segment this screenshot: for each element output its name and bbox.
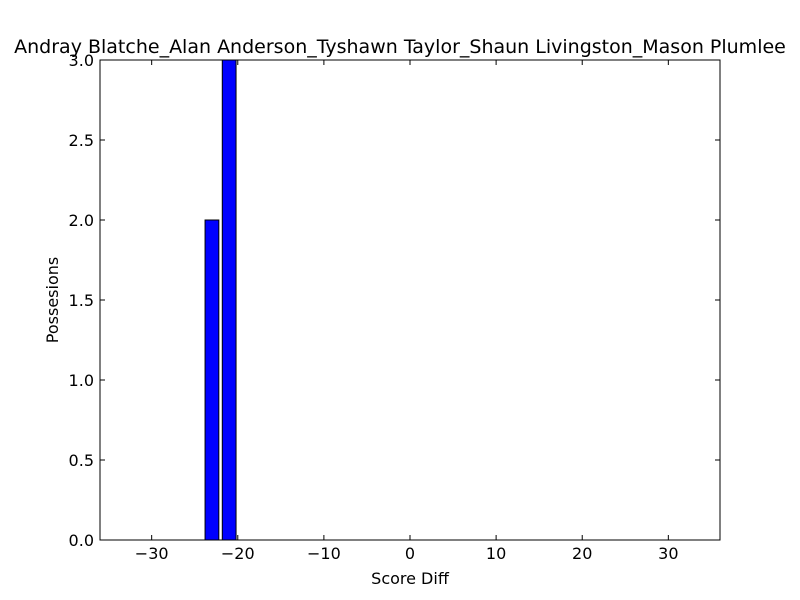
x-tick-label: −20	[221, 544, 255, 563]
x-tick-label: 10	[486, 544, 506, 563]
y-tick-label: 1.5	[69, 291, 94, 310]
y-tick-label: 2.5	[69, 131, 94, 150]
y-axis-label: Possesions	[43, 257, 62, 343]
x-tick-label: 20	[572, 544, 592, 563]
bar	[221, 59, 237, 541]
x-tick-label: 0	[405, 544, 415, 563]
ticks-layer: −30 −20 −10 0 10 20 30 0.0 0.5 1.0 1.5 2.0 2.5 3.0	[69, 51, 720, 563]
x-tick-label: 30	[658, 544, 678, 563]
y-tick-label: 2.0	[69, 211, 94, 230]
x-tick-label: −10	[307, 544, 341, 563]
chart-title: Andray Blatche_Alan Anderson_Tyshawn Tay…	[14, 36, 786, 58]
y-tick-label: 3.0	[69, 51, 94, 70]
y-tick-label: 1.0	[69, 371, 94, 390]
y-tick-label: 0.5	[69, 451, 94, 470]
plot-area-frame	[99, 59, 721, 541]
bars-layer	[204, 59, 237, 541]
bar	[204, 219, 220, 541]
x-axis-label: Score Diff	[371, 569, 450, 588]
y-tick-label: 0.0	[69, 531, 94, 550]
x-tick-label: −30	[135, 544, 169, 563]
